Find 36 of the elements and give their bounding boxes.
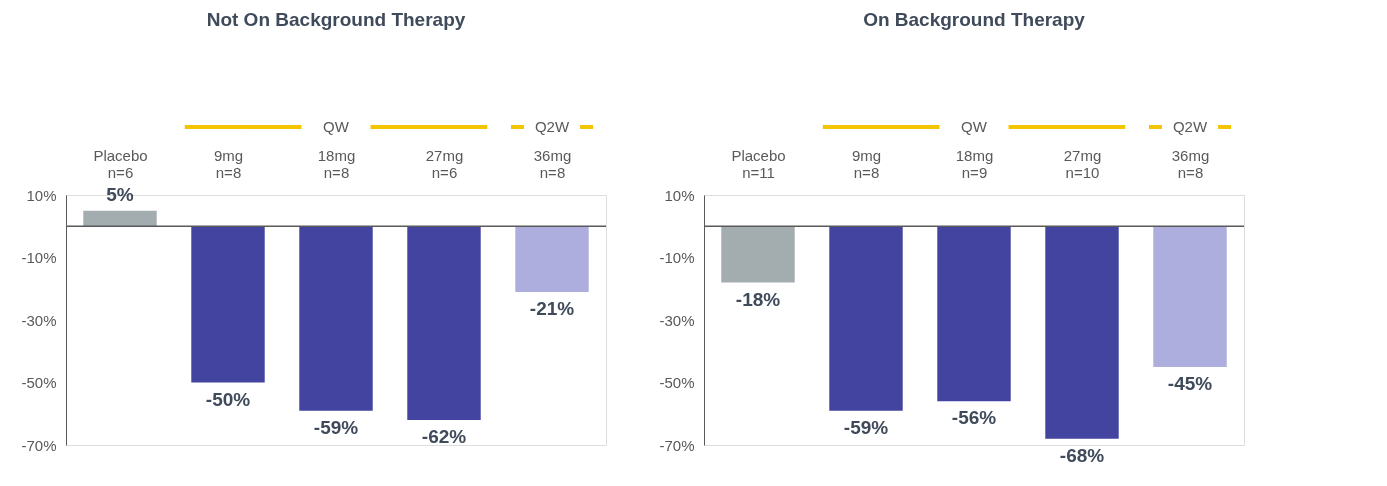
- y-tick-label: -30%: [659, 311, 695, 329]
- x-tick-label: 36mg n=8: [1171, 146, 1210, 181]
- y-tick-label: 10%: [664, 186, 695, 204]
- chart-title: Not On Background Therapy: [206, 9, 466, 30]
- x-tick-label: 36mg n=8: [533, 146, 572, 181]
- x-tick-label: 27mg n=6: [425, 146, 464, 181]
- x-tick-label: 27mg n=10: [1063, 146, 1102, 181]
- y-tick-label: -50%: [21, 374, 57, 391]
- x-tick-label: 9mg n=8: [851, 146, 882, 181]
- x-tick-label: 18mg n=9: [955, 146, 994, 181]
- x-tick-label: Placebo n=11: [731, 146, 786, 181]
- data-label: -45%: [1167, 372, 1213, 394]
- text: Q2W: [1172, 118, 1208, 135]
- y-tick-label: -10%: [21, 249, 57, 266]
- text: QW: [323, 118, 350, 135]
- data-label: -56%: [951, 407, 997, 429]
- text: Q2W: [534, 118, 570, 135]
- x-tick-label: 9mg n=8: [213, 146, 244, 181]
- data-label: -21%: [529, 297, 575, 319]
- y-tick-label: -50%: [659, 374, 695, 391]
- x-tick-label: 18mg n=8: [317, 146, 356, 181]
- data-label: -18%: [735, 288, 781, 310]
- data-label: -62%: [421, 426, 467, 447]
- data-label: -50%: [205, 388, 251, 410]
- data-label: 5%: [106, 183, 134, 205]
- y-tick-label: -70%: [21, 436, 57, 454]
- chart-title: On Background Therapy: [863, 9, 1086, 30]
- data-label: -59%: [313, 416, 359, 438]
- data-label: -68%: [1059, 444, 1105, 466]
- y-tick-label: -30%: [21, 311, 57, 329]
- y-tick-label: 10%: [26, 186, 57, 204]
- y-tick-label: -70%: [659, 436, 695, 454]
- x-tick-label: Placebo n=6: [93, 146, 148, 181]
- y-tick-label: -10%: [659, 249, 695, 266]
- text: QW: [961, 118, 988, 135]
- data-label: -59%: [843, 416, 889, 438]
